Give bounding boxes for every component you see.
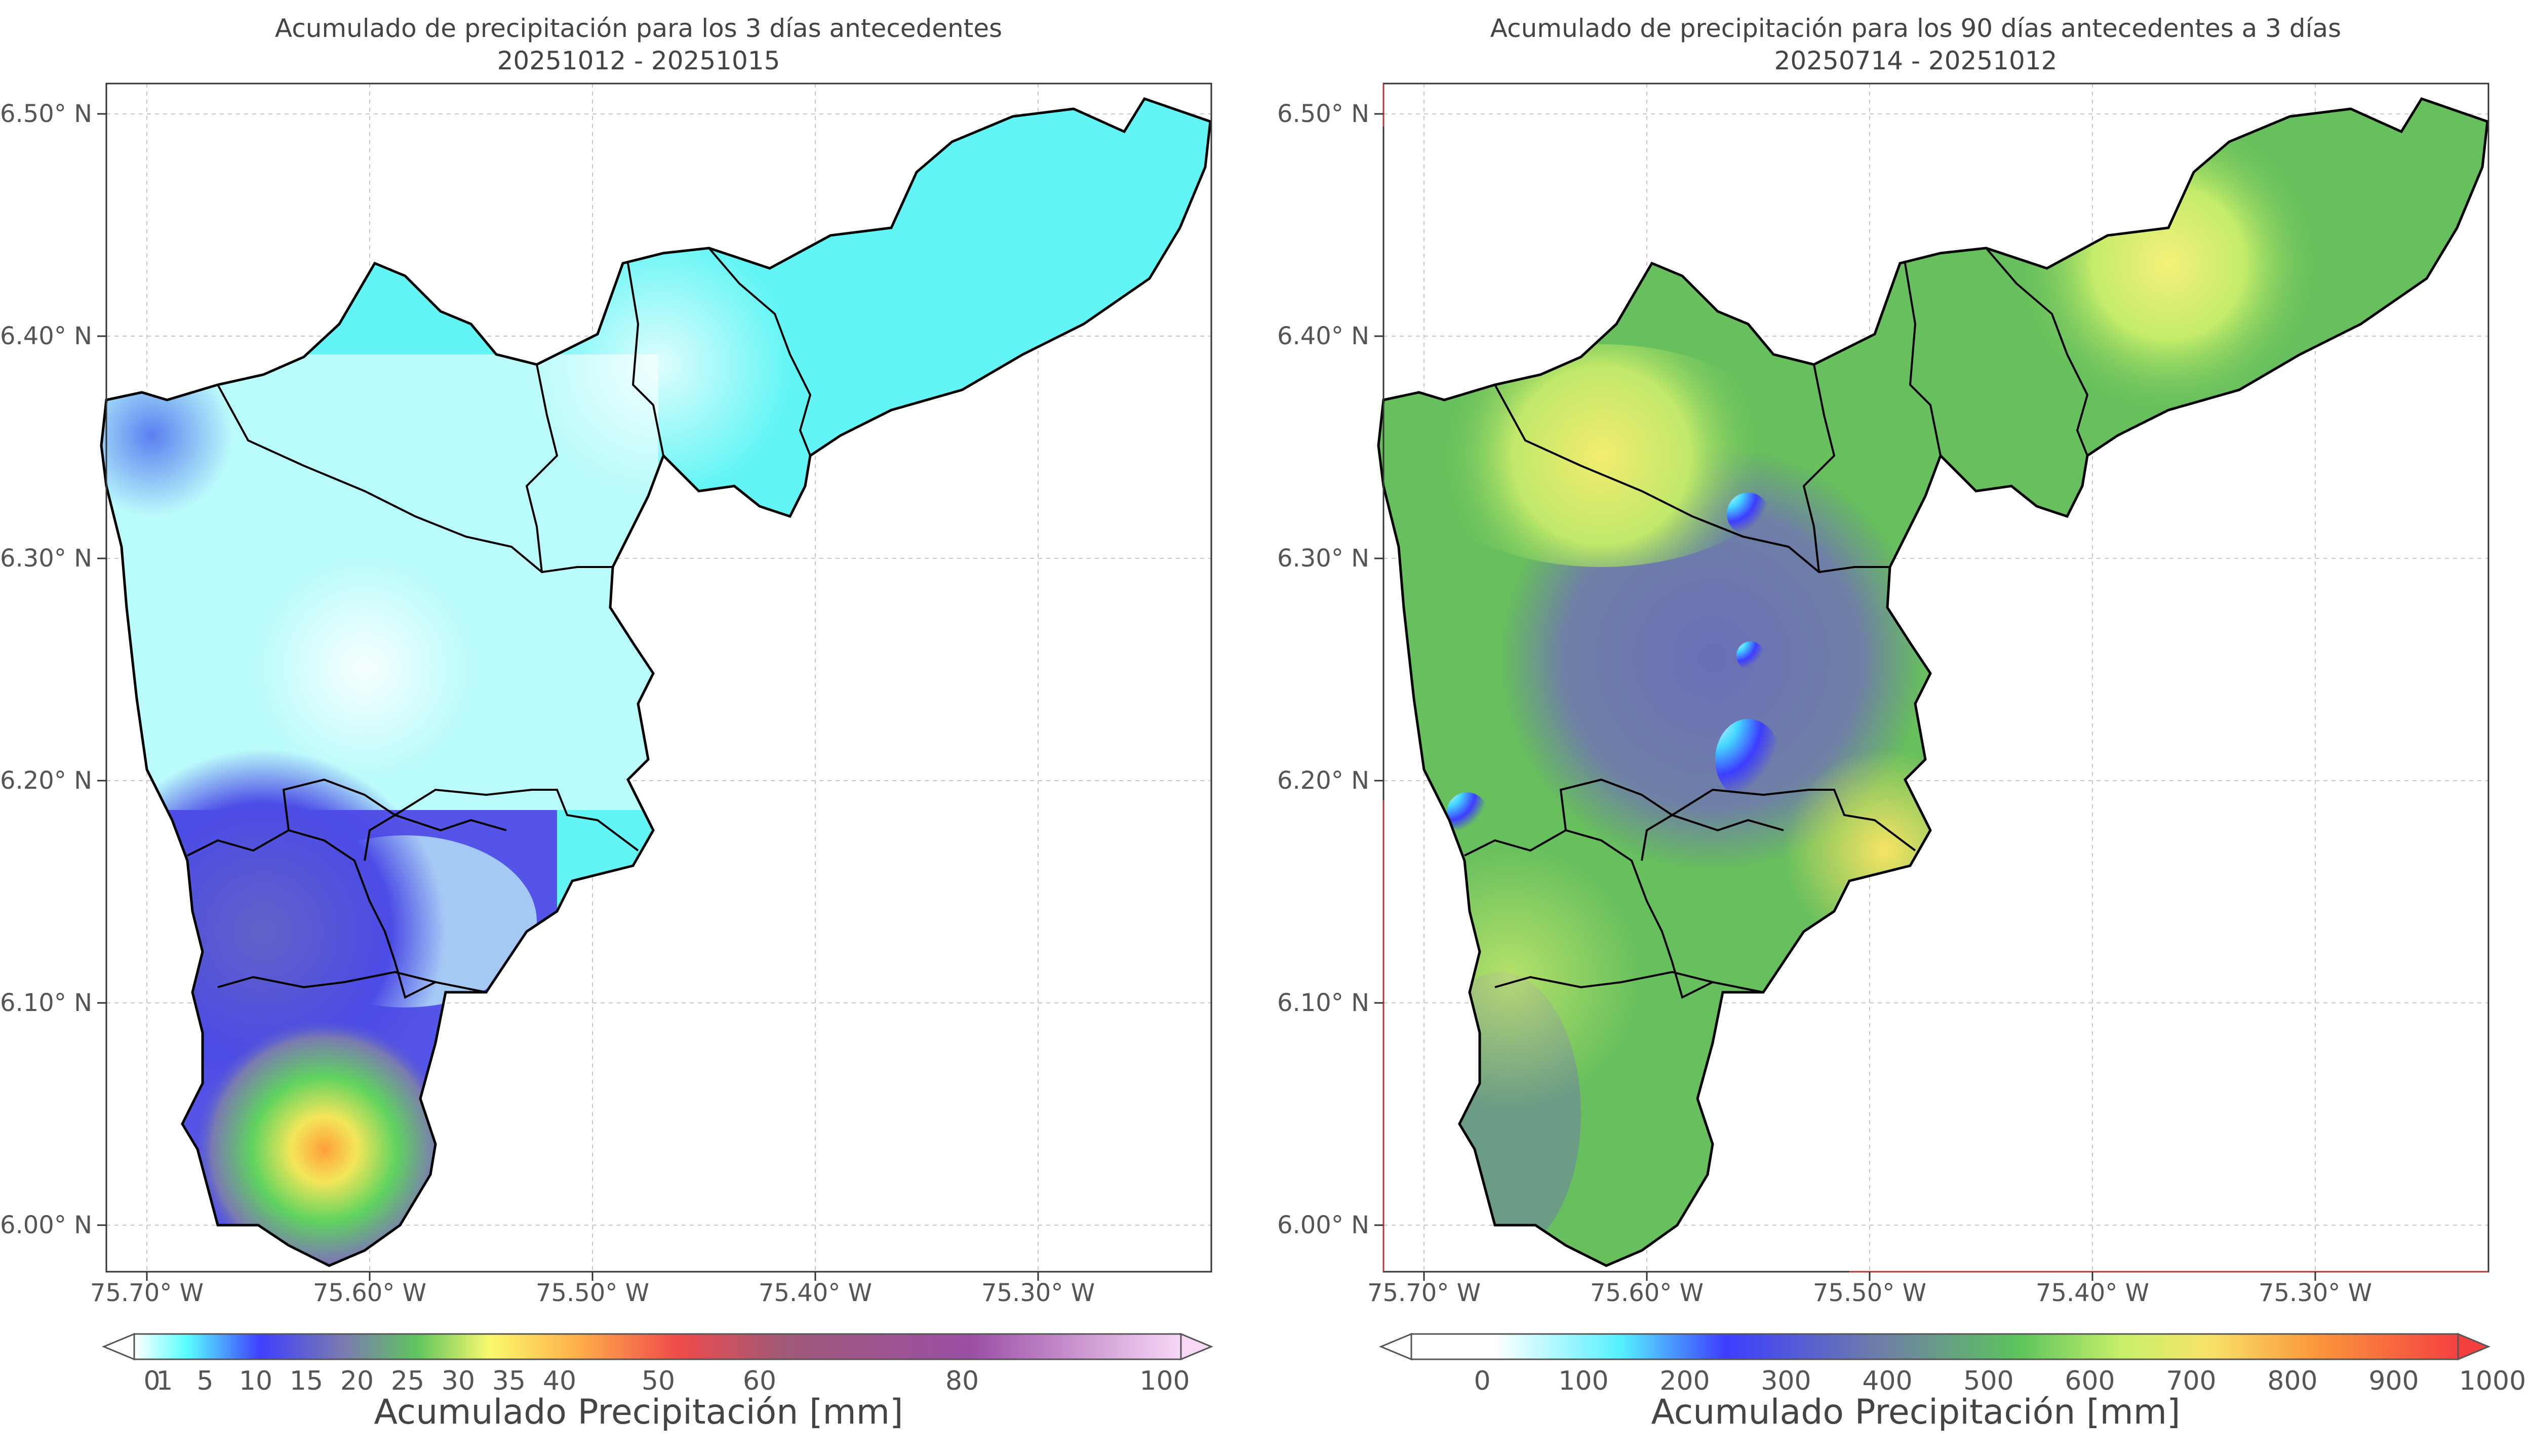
right-lon-label: 75.70° W [1367,1279,1481,1307]
right-cbar-tick: 600 [2065,1366,2115,1396]
right-cbar-tick: 300 [1761,1366,1811,1396]
right-cbar-tick: 200 [1659,1366,1710,1396]
left-subregion-boundaries [187,247,812,999]
left-colorbar [102,1332,1213,1361]
left-cbar-tick: 10 [239,1366,272,1396]
left-colorbar-ticks: 0 1 5 10 15 20 25 30 35 40 50 60 80 100 [143,1366,1190,1396]
right-lat-label: 6.30° N [1277,544,1369,573]
left-lat-label: 6.40° N [0,322,92,350]
left-lon-label: 75.60° W [313,1279,426,1307]
right-precip-field [1378,99,2487,1266]
left-cbar-tick: 25 [391,1366,424,1396]
left-colorbar-min-arrow [102,1332,135,1361]
right-hotspots [1447,493,1781,833]
right-title-line1: Acumulado de precipitación para los 90 d… [1490,14,2342,43]
left-colorbar-max-arrow [1180,1332,1213,1361]
left-map-title: Acumulado de precipitación para los 3 dí… [0,12,1277,77]
right-cbar-tick: 100 [1558,1366,1608,1396]
left-lat-label: 6.20° N [0,766,92,795]
left-map-frame [105,83,1212,1273]
left-cbar-tick: 30 [442,1366,475,1396]
right-subregion-boundaries [1464,247,2089,999]
right-title-line2: 20250714 - 20251012 [1774,46,2058,75]
left-lon-label: 75.30° W [981,1279,1095,1307]
right-lat-label: 6.40° N [1277,322,1369,350]
right-lon-label: 75.30° W [2259,1279,2372,1307]
right-cbar-tick: 400 [1862,1366,1912,1396]
left-cbar-tick: 80 [945,1366,979,1396]
left-title-line1: Acumulado de precipitación para los 3 dí… [274,14,1003,43]
left-cbar-tick: 100 [1139,1366,1190,1396]
left-cbar-tick: 5 [196,1366,213,1396]
left-lon-label: 75.50° W [536,1279,649,1307]
right-colorbar-bar [1410,1333,2459,1360]
right-map-title: Acumulado de precipitación para los 90 d… [1277,12,2532,77]
right-colorbar [1379,1332,2490,1361]
left-cbar-tick: 20 [340,1366,374,1396]
right-lat-label: 6.00° N [1277,1211,1369,1239]
right-frame-accents [1382,84,2488,1273]
right-lon-label: 75.50° W [1813,1279,1926,1307]
left-cbar-tick: 1 [156,1366,173,1396]
left-cbar-tick: 15 [290,1366,323,1396]
left-lat-label: 6.00° N [0,1211,92,1239]
left-cbar-tick: 0 [143,1366,160,1396]
left-lat-label: 6.30° N [0,544,92,573]
right-cbar-tick: 0 [1474,1366,1490,1396]
right-map-panel: Acumulado de precipitación para los 90 d… [1277,0,2532,1456]
left-lat-label: 6.10° N [0,989,92,1017]
right-cbar-tick: 500 [1963,1366,2013,1396]
left-lon-label: 75.40° W [759,1279,872,1307]
right-colorbar-max-arrow [2457,1332,2490,1361]
right-cbar-tick: 800 [2267,1366,2317,1396]
right-colorbar-min-arrow [1379,1332,1412,1361]
right-colorbar-label: Acumulado Precipitación [mm] [1651,1392,2181,1432]
left-map-panel: Acumulado de precipitación para los 3 dí… [0,12,1277,1432]
right-lon-label: 75.40° W [2036,1279,2149,1307]
left-lon-label: 75.70° W [90,1279,204,1307]
right-lat-label: 6.50° N [1277,100,1369,128]
left-colorbar-label: Acumulado Precipitación [mm] [374,1392,903,1432]
right-map-svg: 75.70° W 75.60° W 75.50° W 75.40° W 75.3… [1277,83,2526,1396]
left-lat-label: 6.50° N [0,100,92,128]
right-cbar-tick: 1000 [2459,1366,2526,1396]
right-cbar-tick: 700 [2166,1366,2216,1396]
left-map-svg: 75.70° W 75.60° W 75.50° W 75.40° W 75.3… [0,83,1213,1396]
left-cbar-tick: 35 [492,1366,526,1396]
right-colorbar-ticks: 0 100 200 300 400 500 600 700 800 900 10… [1474,1366,2526,1396]
left-cbar-tick: 50 [642,1366,675,1396]
left-title-line2: 20251012 - 20251015 [497,46,780,75]
left-cbar-tick: 60 [743,1366,776,1396]
right-lon-label: 75.60° W [1590,1279,1704,1307]
left-colorbar-bar [133,1333,1182,1360]
right-cbar-tick: 900 [2368,1366,2419,1396]
right-lat-label: 6.20° N [1277,766,1369,795]
right-lat-label: 6.10° N [1277,989,1369,1017]
left-cbar-tick: 40 [543,1366,576,1396]
